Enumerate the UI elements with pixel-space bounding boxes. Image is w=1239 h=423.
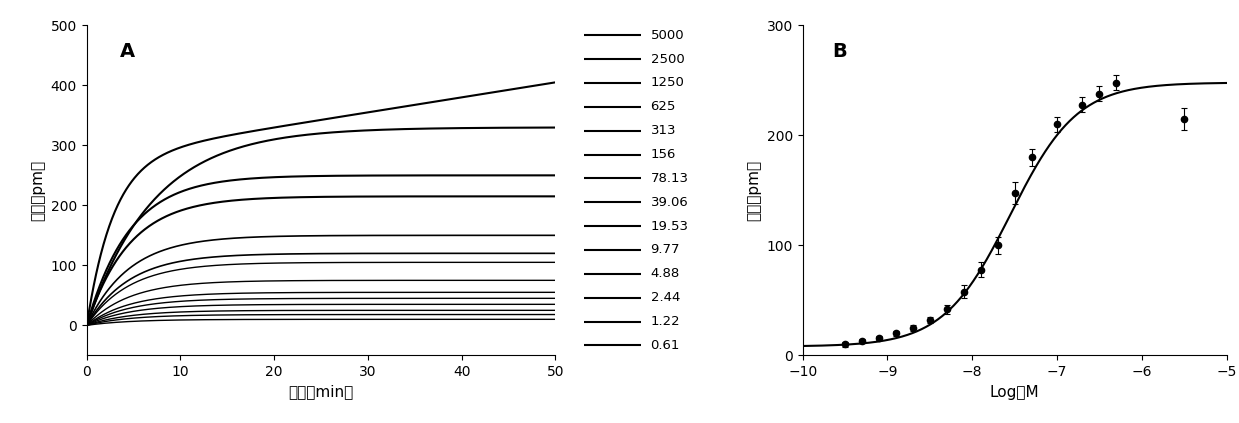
Text: 9.77: 9.77 <box>650 244 680 256</box>
Text: 0.61: 0.61 <box>650 339 680 352</box>
Text: 78.13: 78.13 <box>650 172 689 185</box>
Text: A: A <box>119 42 135 61</box>
Text: 313: 313 <box>650 124 676 137</box>
Text: B: B <box>833 42 847 61</box>
Y-axis label: 响应（pm）: 响应（pm） <box>30 160 45 221</box>
Text: 4.88: 4.88 <box>650 267 680 280</box>
Y-axis label: 响应（pm）: 响应（pm） <box>746 160 761 221</box>
Text: 1.22: 1.22 <box>650 315 680 328</box>
Text: 39.06: 39.06 <box>650 196 689 209</box>
Text: 19.53: 19.53 <box>650 220 689 233</box>
Text: 1250: 1250 <box>650 77 684 90</box>
Text: 5000: 5000 <box>650 29 684 42</box>
Text: 156: 156 <box>650 148 676 161</box>
Text: 625: 625 <box>650 100 676 113</box>
X-axis label: Log，M: Log，M <box>990 385 1040 400</box>
X-axis label: 时间（min）: 时间（min） <box>289 385 353 400</box>
Text: 2500: 2500 <box>650 52 684 66</box>
Text: 2.44: 2.44 <box>650 291 680 304</box>
